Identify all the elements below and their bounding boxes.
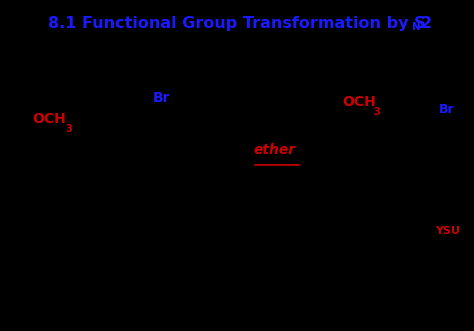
Text: 3: 3: [374, 108, 380, 118]
Text: 3: 3: [65, 124, 72, 134]
Text: ⊕: ⊕: [15, 91, 21, 100]
Text: Br: Br: [439, 103, 455, 116]
Text: N: N: [412, 22, 420, 32]
Text: Alkoxide ion as the nucleophile: Alkoxide ion as the nucleophile: [103, 64, 371, 79]
Text: • Referred to as the: • Referred to as the: [33, 174, 162, 184]
Text: ether: ether: [254, 143, 296, 157]
Text: Na: Na: [7, 112, 27, 126]
Text: gives an: gives an: [183, 144, 246, 157]
Text: Williamson ether synthesis: Williamson ether synthesis: [244, 174, 414, 184]
Text: ): ): [454, 103, 459, 116]
Text: • Run in solvents such as diethyl ether and THF: • Run in solvents such as diethyl ether …: [33, 226, 331, 236]
Text: (+ Na: (+ Na: [410, 103, 450, 116]
Text: OCH: OCH: [32, 112, 66, 126]
Text: • Limited to primary alkyl halides: • Limited to primary alkyl halides: [33, 200, 243, 210]
Text: ⊖: ⊖: [29, 91, 36, 100]
Text: Br: Br: [153, 91, 171, 105]
Text: OCH: OCH: [342, 95, 376, 110]
Text: 8.1 Functional Group Transformation by S: 8.1 Functional Group Transformation by S: [48, 16, 426, 31]
Text: YSU: YSU: [435, 226, 460, 236]
Text: Table 8.1 Examples of Nucleophilic Substitution: Table 8.1 Examples of Nucleophilic Subst…: [96, 43, 378, 53]
Text: 2: 2: [421, 16, 432, 31]
